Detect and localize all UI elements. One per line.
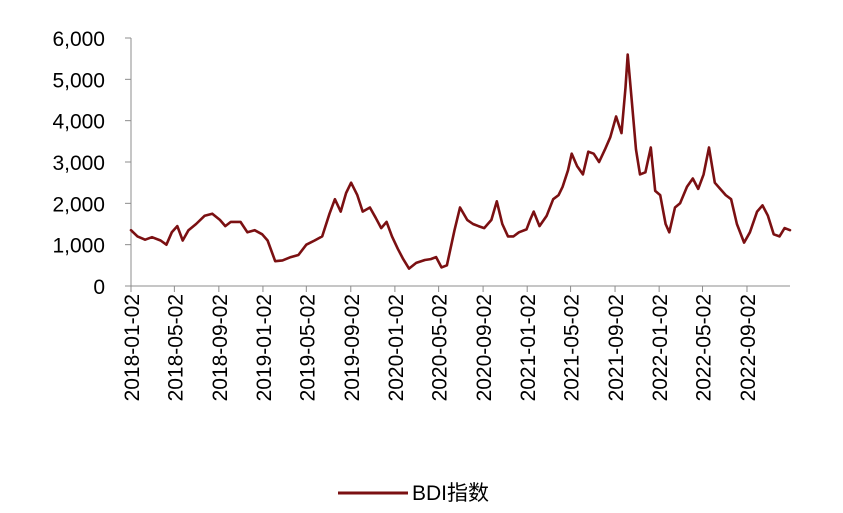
x-tick-label: 2022-05-02: [693, 294, 716, 401]
y-tick-label: 6,000: [52, 28, 105, 51]
y-tick-label: 4,000: [52, 111, 105, 134]
y-tick-label: 0: [93, 276, 105, 299]
x-tick-label: 2022-09-02: [737, 294, 760, 401]
y-tick-label: 2,000: [52, 193, 105, 216]
x-tick-label: 2021-09-02: [605, 294, 628, 401]
plot-series: [129, 53, 792, 270]
y-tick-label: 3,000: [52, 152, 105, 175]
legend: BDI指数: [338, 482, 489, 505]
x-tick-label: 2021-01-02: [517, 294, 540, 401]
x-axis: 2018-01-02 2018-05-02 2018-09-02 2019-01-02…: [121, 285, 790, 401]
x-tick-label: 2018-09-02: [209, 294, 232, 401]
y-axis: 0 1,000 2,000 3,000 4,000 5,000 6,000: [52, 28, 132, 299]
legend-label-bdi: BDI指数: [412, 482, 489, 505]
series-line-bdi: [129, 53, 792, 270]
x-tick-label: 2020-01-02: [385, 294, 408, 401]
x-tick-label: 2022-01-02: [649, 294, 672, 401]
x-tick-label: 2019-05-02: [296, 294, 319, 401]
y-tick-label: 1,000: [52, 235, 105, 258]
x-tick-label: 2019-01-02: [253, 294, 276, 401]
x-tick-label: 2018-05-02: [164, 294, 187, 401]
x-tick-label: 2020-09-02: [473, 294, 496, 401]
x-tick-label: 2021-05-02: [561, 294, 584, 401]
x-tick-label: 2019-09-02: [341, 294, 364, 401]
x-tick-label: 2018-01-02: [121, 294, 144, 401]
y-tick-label: 5,000: [52, 69, 105, 92]
x-tick-label: 2020-05-02: [429, 294, 452, 401]
